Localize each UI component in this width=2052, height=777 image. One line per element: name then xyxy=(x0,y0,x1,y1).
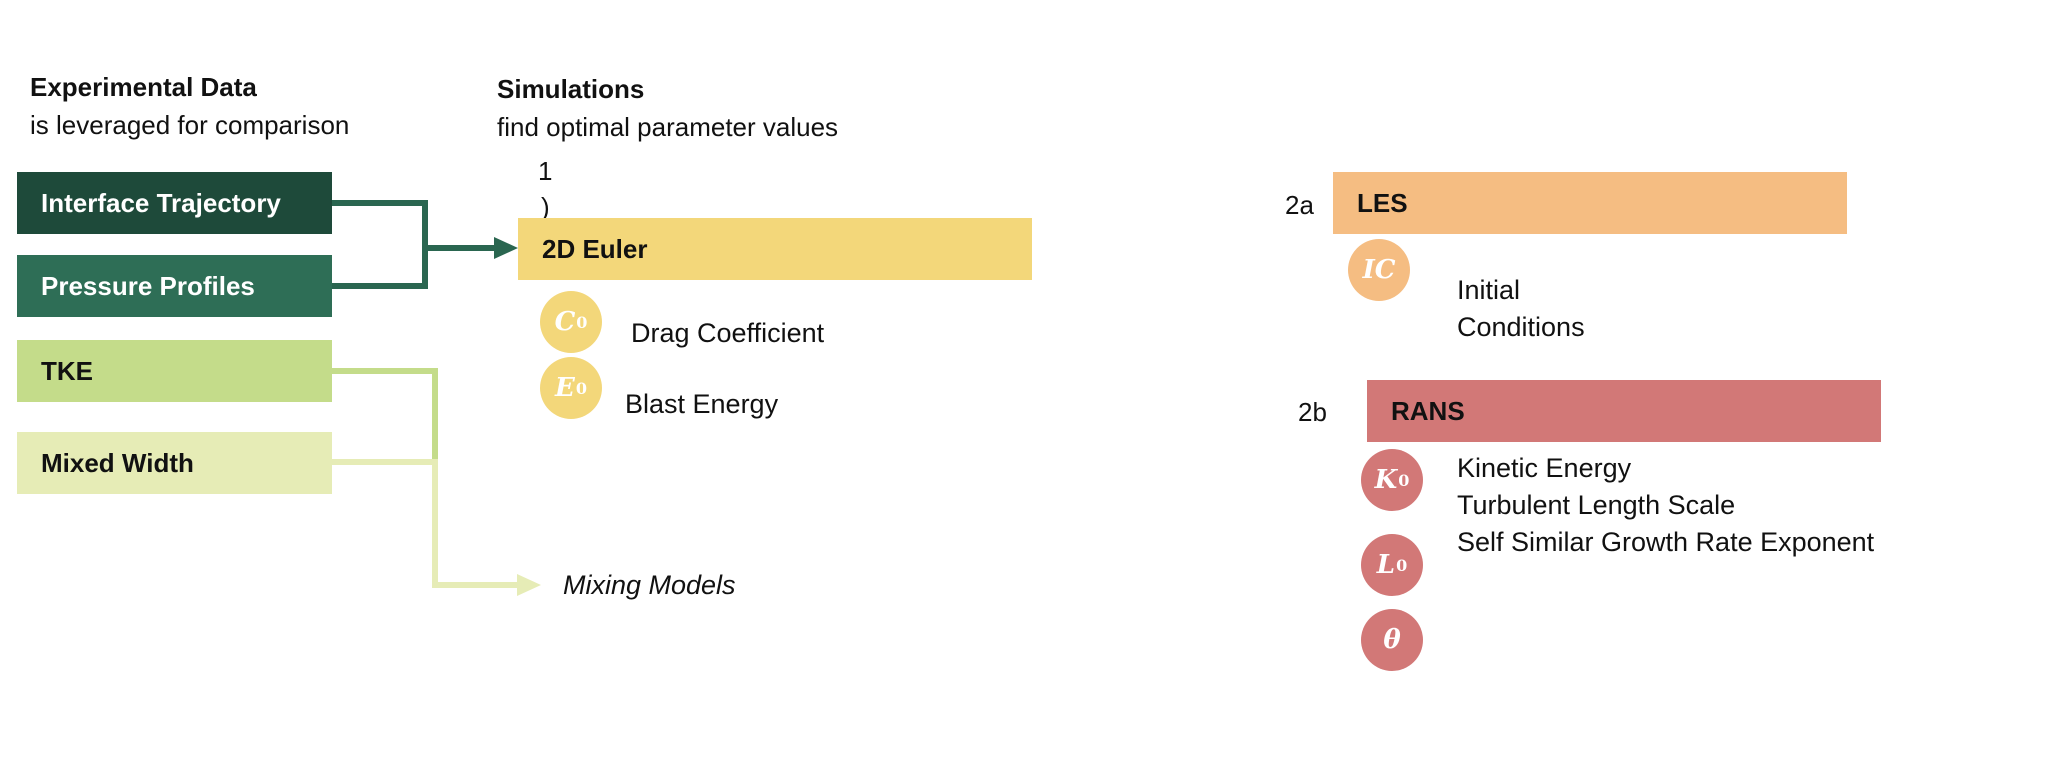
exp-mixed-width: Mixed Width xyxy=(17,432,332,494)
kinetic-energy-label: Kinetic Energy xyxy=(1457,453,1632,483)
les-tag: 2a xyxy=(1285,190,1314,220)
step-1-paren: ) xyxy=(541,192,550,222)
simulations-subtitle: find optimal parameter values xyxy=(497,112,839,142)
connector-interface-to-euler xyxy=(332,200,502,251)
les-box: LES xyxy=(1333,172,1847,234)
initial-conditions-line2: Conditions xyxy=(1457,312,1585,342)
drag-coefficient-label: Drag Coefficient xyxy=(631,318,825,348)
euler-box: 2D Euler xyxy=(518,218,1032,280)
arrowhead-mixing xyxy=(517,574,541,596)
connector-mixed-width-to-mixing xyxy=(332,459,522,588)
length-scale-label: Turbulent Length Scale xyxy=(1457,490,1736,520)
mixing-models-label: Mixing Models xyxy=(563,570,736,600)
connector-pressure-to-euler xyxy=(332,248,428,289)
initial-conditions-line1: Initial xyxy=(1457,275,1521,305)
exp-tke: TKE xyxy=(17,340,332,402)
theta-icon: θ xyxy=(1361,609,1423,671)
exp-interface-trajectory: Interface Trajectory xyxy=(17,172,332,234)
step-1-number: 1 xyxy=(538,156,553,186)
rans-box: RANS xyxy=(1367,380,1881,442)
growth-rate-label: Self Similar Growth Rate Exponent xyxy=(1457,527,1875,557)
simulations-title: Simulations xyxy=(497,74,645,104)
rans-tag: 2b xyxy=(1298,397,1327,427)
blast-energy-label: Blast Energy xyxy=(625,389,779,419)
experimental-title: Experimental Data xyxy=(30,72,257,102)
arrowhead-euler xyxy=(494,237,518,259)
initial-conditions-icon: IC xyxy=(1348,239,1410,301)
connector-tke xyxy=(332,368,438,462)
exp-pressure-profiles: Pressure Profiles xyxy=(17,255,332,317)
experimental-subtitle: is leveraged for comparison xyxy=(30,110,350,140)
